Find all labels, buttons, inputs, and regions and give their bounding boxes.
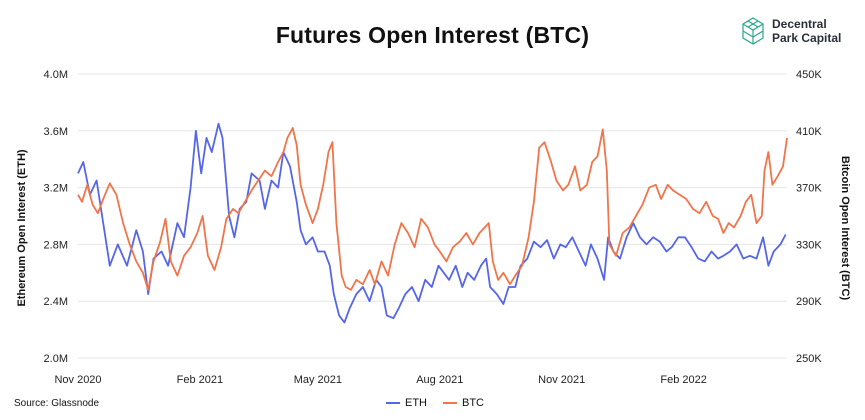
left-axis-ticks: 2.0M 2.4M 2.8M 3.2M 3.6M 4.0M <box>44 69 68 365</box>
y-right-tick-label: 370K <box>796 183 822 195</box>
y-left-tick-label: 3.2M <box>44 183 68 195</box>
y-right-tick-label: 290K <box>796 296 822 308</box>
y-left-tick-label: 3.6M <box>44 126 68 138</box>
cube-logo-icon <box>742 17 764 45</box>
x-tick-label: May 2021 <box>294 374 342 386</box>
y-left-tick-label: 4.0M <box>44 69 68 81</box>
legend-swatch-eth <box>386 402 400 404</box>
y-left-tick-label: 2.8M <box>44 239 68 251</box>
series-line-btc <box>77 127 788 291</box>
y-right-tick-label: 450K <box>796 69 822 81</box>
legend-label-btc: BTC <box>462 397 484 409</box>
x-tick-label: Nov 2020 <box>54 374 101 386</box>
y-right-tick-label: 330K <box>796 239 822 251</box>
y-left-tick-label: 2.4M <box>44 296 68 308</box>
x-tick-label: Nov 2021 <box>538 374 585 386</box>
series-lines <box>77 122 788 324</box>
series-line-eth <box>77 122 787 324</box>
legend-label-eth: ETH <box>405 397 427 409</box>
y-right-tick-label: 410K <box>796 126 822 138</box>
chart-title: Futures Open Interest (BTC) <box>275 22 590 48</box>
legend-item-eth: ETH <box>386 397 427 409</box>
y-right-tick-label: 250K <box>796 353 822 365</box>
grid-lines <box>78 73 787 359</box>
logo-line-2: Park Capital <box>772 31 842 45</box>
right-axis-ticks: 250K 290K 330K 370K 410K 450K <box>796 69 822 365</box>
logo-line-1: Decentral <box>772 17 827 31</box>
legend-item-btc: BTC <box>443 397 484 409</box>
legend: ETH BTC <box>386 397 500 409</box>
y-axis-right-label: Bitcoin Open Interest (BTC) <box>839 156 851 301</box>
y-axis-left-label: Ethereum Open Interest (ETH) <box>16 149 28 306</box>
x-tick-label: Feb 2022 <box>660 374 706 386</box>
x-axis-ticks: Nov 2020 Feb 2021 May 2021 Aug 2021 Nov 2021… <box>54 374 706 386</box>
x-tick-label: Feb 2021 <box>177 374 223 386</box>
y-left-tick-label: 2.0M <box>44 353 68 365</box>
source-note: Source: Glassnode <box>14 398 100 409</box>
brand-logo: Decentral Park Capital <box>741 16 841 46</box>
legend-swatch-btc <box>443 402 457 404</box>
x-tick-label: Aug 2021 <box>416 374 463 386</box>
